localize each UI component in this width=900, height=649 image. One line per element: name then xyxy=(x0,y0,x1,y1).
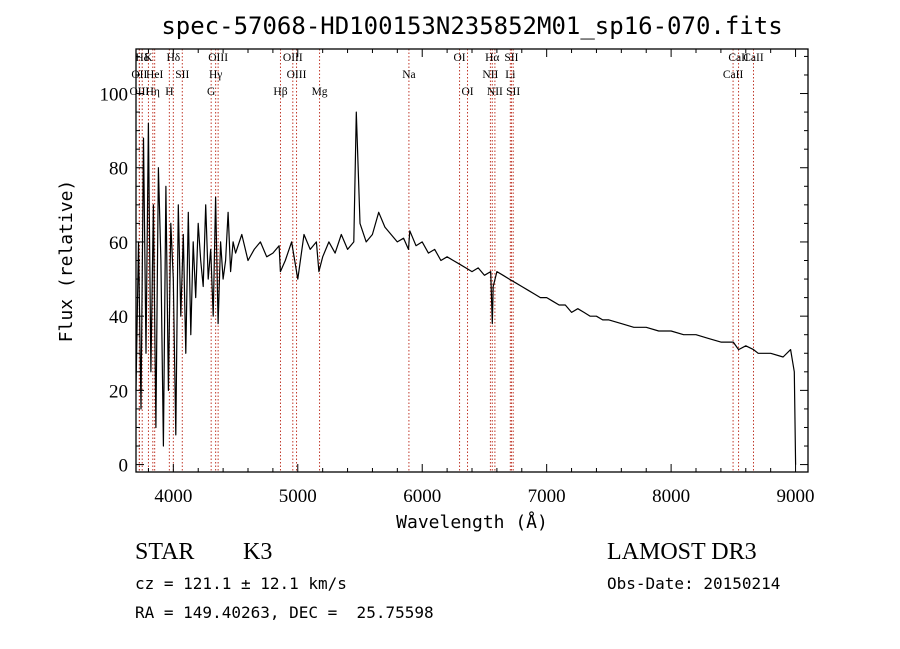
emission-line-label: K xyxy=(144,52,153,64)
emission-line-label: NII xyxy=(482,69,498,81)
survey-name: LAMOST DR3 xyxy=(607,539,757,565)
y-tick-label: 40 xyxy=(109,307,128,328)
emission-line-label: HeI xyxy=(146,69,163,81)
x-axis-label: Wavelength (Å) xyxy=(396,511,548,533)
emission-line-label: OIII xyxy=(283,52,303,64)
emission-line-label: CaII xyxy=(743,52,764,64)
emission-line-label: Mg xyxy=(312,86,328,98)
y-tick-label: 60 xyxy=(109,233,128,254)
x-tick-label: 5000 xyxy=(279,486,317,507)
emission-line-label: H xyxy=(165,86,173,98)
y-tick-label: 80 xyxy=(109,159,128,180)
emission-line-label: OIII xyxy=(287,69,307,81)
coordinates: RA = 149.40263, DEC = 25.75598 xyxy=(135,603,434,622)
emission-line-label: Na xyxy=(402,69,415,81)
x-tick-label: 4000 xyxy=(154,486,192,507)
object-type: STAR xyxy=(135,539,195,565)
emission-line-label: OIII xyxy=(129,86,149,98)
emission-line-label: SII xyxy=(175,69,189,81)
x-tick-label: 8000 xyxy=(652,486,690,507)
observation-date: Obs-Date: 20150214 xyxy=(607,574,781,593)
emission-line-label: OI xyxy=(453,52,465,64)
emission-line-label: SII xyxy=(504,52,518,64)
emission-line-label: Hη xyxy=(146,86,160,98)
spectrum-series xyxy=(135,111,797,465)
emission-line-label: Hβ xyxy=(273,86,287,98)
x-tick-label: 7000 xyxy=(528,486,566,507)
axes: 4000 5000 6000 7000 8000 9000 0 20 40 60 80 100 xyxy=(100,49,815,507)
emission-line-label: G xyxy=(207,86,215,98)
subclass: K3 xyxy=(243,539,273,565)
x-tick-label: 9000 xyxy=(777,486,815,507)
emission-line-label: CaII xyxy=(728,52,749,64)
emission-line-label: SII xyxy=(506,86,520,98)
emission-line-label: OIII xyxy=(208,52,228,64)
emission-line-label: NII xyxy=(487,86,503,98)
redshift-velocity: cz = 121.1 ± 12.1 km/s xyxy=(135,574,347,593)
emission-line-label: OI xyxy=(461,86,473,98)
emission-line-label: Hδ xyxy=(135,52,149,64)
emission-line-label: Li xyxy=(505,69,515,81)
emission-line-label: Hδ xyxy=(166,52,180,64)
emission-line-label: CaII xyxy=(723,69,744,81)
plot-frame xyxy=(135,48,809,473)
y-tick-label: 20 xyxy=(109,381,128,402)
x-tick-label: 6000 xyxy=(403,486,441,507)
y-tick-label: 0 xyxy=(119,456,129,477)
y-tick-label: 100 xyxy=(100,85,129,106)
emission-line-label: Hα xyxy=(485,52,499,64)
emission-line-label: Hγ xyxy=(209,69,222,81)
chart-title: spec-57068-HD100153N235852M01_sp16-070.f… xyxy=(161,12,782,40)
y-axis-label: Flux (relative) xyxy=(56,180,77,343)
